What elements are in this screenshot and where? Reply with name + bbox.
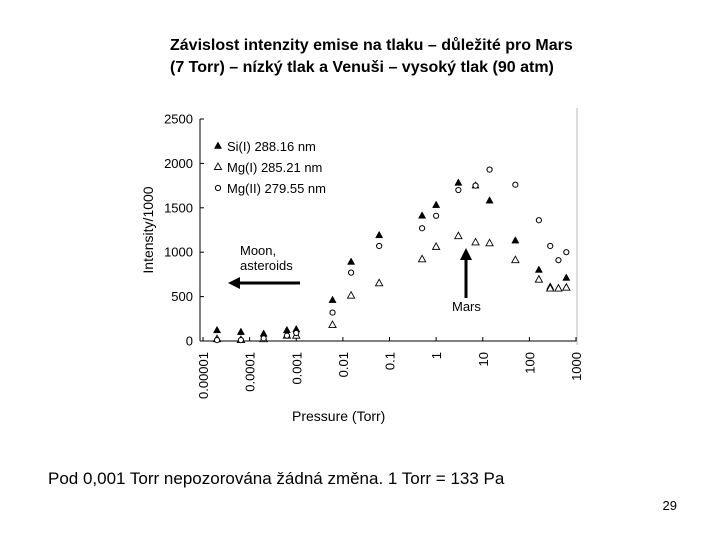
data-point	[293, 329, 300, 337]
data-point	[547, 242, 554, 250]
y-tick-label: 0	[186, 334, 193, 349]
data-point	[510, 255, 520, 264]
x-tick-label: 0.01	[336, 352, 351, 377]
y-tick-label: 2000	[164, 156, 193, 171]
data-point	[374, 278, 384, 287]
data-point	[454, 231, 463, 240]
data-point	[237, 337, 245, 344]
data-point	[375, 230, 384, 239]
annotation: Moon,	[240, 243, 276, 258]
x-axis-label: Pressure (Torr)	[292, 408, 385, 424]
data-point	[328, 320, 337, 328]
data-point	[485, 196, 494, 204]
data-point	[346, 290, 356, 299]
data-point	[213, 325, 222, 334]
x-tick-label: 1	[429, 352, 444, 359]
annotation: Mars	[452, 299, 481, 314]
title-line: (7 Torr) – nízký tlak a Venuši – vysoký …	[170, 59, 554, 76]
data-point	[545, 283, 555, 292]
data-point	[376, 242, 383, 250]
legend-label: Mg(I) 285.21 nm	[227, 160, 322, 175]
page-number: 29	[663, 498, 677, 513]
data-point	[535, 217, 542, 224]
data-point	[512, 181, 519, 188]
y-tick-label: 2500	[164, 112, 193, 127]
data-point	[561, 282, 571, 291]
data-point	[454, 178, 463, 186]
caption: Pod 0,001 Torr nepozorována žádná změna.…	[48, 469, 505, 488]
y-tick-label: 1000	[164, 245, 193, 260]
data-point	[455, 186, 462, 194]
x-tick-label: 100	[522, 352, 537, 374]
data-point	[418, 225, 426, 232]
legend-marker	[214, 184, 222, 192]
data-point	[563, 249, 570, 256]
x-tick-label: 0.001	[289, 352, 304, 385]
data-point	[432, 200, 441, 208]
data-point	[418, 211, 427, 219]
x-tick-label: 0.1	[383, 352, 398, 370]
x-tick-label: 0.0001	[243, 352, 258, 392]
data-point	[485, 238, 494, 247]
data-point	[417, 254, 427, 263]
data-point	[511, 236, 520, 244]
mars-arrow	[460, 248, 472, 298]
data-point	[433, 212, 440, 219]
data-point	[347, 257, 356, 265]
x-tick-label: 10	[476, 352, 491, 366]
data-point	[554, 283, 563, 292]
data-point	[431, 241, 441, 250]
data-point	[236, 327, 245, 335]
legend-marker	[213, 141, 223, 149]
data-point	[471, 237, 480, 246]
y-axis-label: Intensity/1000	[140, 186, 156, 273]
data-point	[534, 274, 544, 283]
data-point	[562, 273, 571, 281]
data-point	[555, 257, 562, 264]
legend-label: Si(I) 288.16 nm	[227, 139, 316, 154]
data-point	[213, 337, 221, 344]
legend-marker	[213, 162, 223, 170]
y-tick-label: 500	[171, 289, 193, 304]
annotation: asteroids	[240, 258, 293, 273]
data-point	[534, 265, 543, 273]
data-point	[486, 166, 493, 173]
y-tick-label: 1500	[164, 200, 193, 215]
x-tick-label: 0.00001	[196, 352, 211, 399]
data-point	[260, 335, 267, 342]
title-line: Závislost intenzity emise na tlaku – důl…	[170, 37, 573, 54]
moon-arrow	[228, 277, 300, 289]
data-point	[472, 182, 479, 189]
legend-label: Mg(II) 279.55 nm	[227, 181, 326, 196]
data-point	[283, 332, 290, 339]
data-point	[329, 309, 336, 316]
x-tick-label: 1000	[569, 352, 584, 381]
data-point	[328, 295, 337, 303]
data-point	[347, 269, 355, 276]
